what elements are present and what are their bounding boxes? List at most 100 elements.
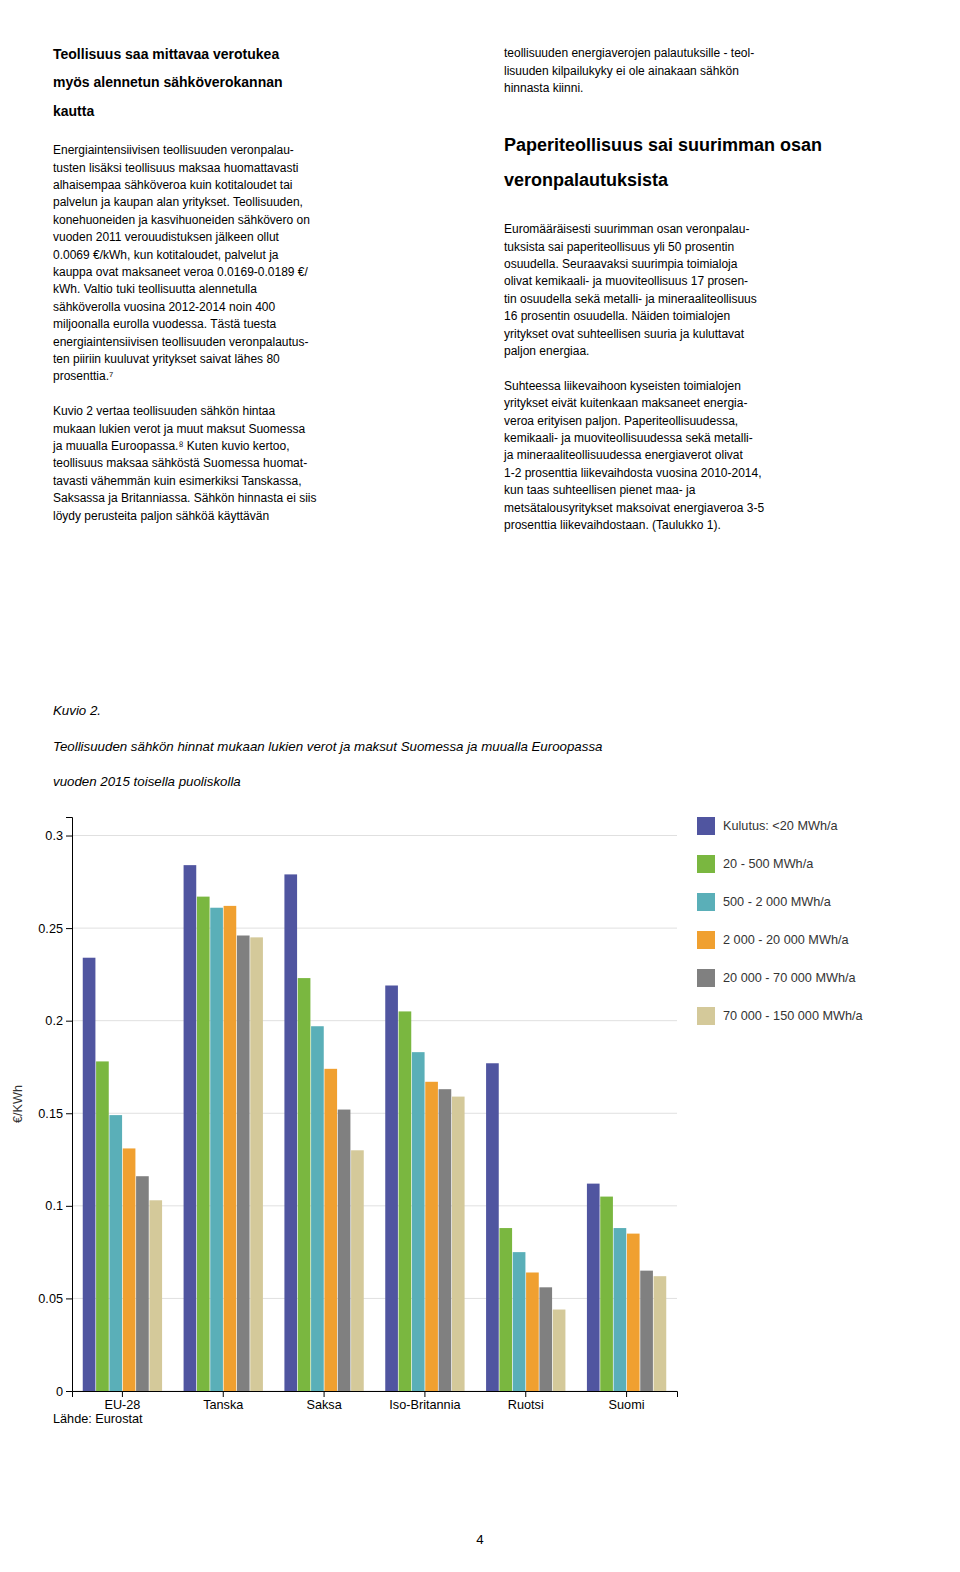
x-axis: EU-28TanskaSaksaIso-BritanniaRuotsiSuomi [73,1391,678,1412]
x-tick-label: Ruotsi [508,1398,544,1412]
article-heading: Paperiteollisuus sai suurimman osan veron… [504,135,822,190]
legend-item: 70 000 - 150 000 MWh/a [697,1007,864,1025]
article-paragraph: Suhteessa liikevaihoon kyseisten toimial… [503,379,764,532]
article-paragraph-line: sähköverolla vuosina 2012-2014 noin 400 [53,300,275,314]
bar [600,1197,613,1391]
article-paragraph-line: veroa erityisen paljon. Paperiteollisuud… [504,414,738,428]
bar [539,1287,552,1391]
article-paragraph-line: ja mineraaliteollisuudessa energiaverot … [503,448,743,462]
grid-line [72,1020,677,1021]
bar [96,1061,109,1391]
bar [425,1082,438,1391]
y-tick: 0 [56,1385,72,1399]
bar [439,1089,452,1391]
bar [250,937,263,1391]
y-tick-label: 0.05 [38,1292,63,1306]
article-paragraph-line: yritykset ovat suhteellisen suuria ja ku… [504,327,745,341]
grid-line [72,835,677,836]
bar [412,1052,425,1391]
x-tick: Suomi [609,1391,645,1412]
article-heading-line: kautta [53,103,94,119]
article-paragraph-line: Saksassa ja Britanniassa. Sähkön hinnast… [53,491,316,505]
article-heading-line: myös alennetun sähköverokannan [53,74,283,90]
legend-swatch [697,855,715,873]
article-paragraph-line: palvelun ja kaupan alan yritykset. Teoll… [53,195,303,209]
article-paragraph-line: tusten lisäksi teollisuus maksaa huomatt… [53,161,298,175]
legend-item: 500 - 2 000 MWh/a [697,893,832,911]
article-paragraph-line: tavasti vähemmän kuin esimerkiksi Tanska… [53,474,302,488]
article-paragraph-line: konehuoneiden ja kasvihuoneiden sähköver… [53,213,310,227]
bar [553,1310,566,1391]
bar [499,1228,512,1391]
y-tick: 0.25 [38,922,72,936]
y-axis-line [66,818,73,1392]
chart: 00.050.10.150.20.250.3EU-28TanskaSaksaIs… [11,817,864,1412]
y-tick-label: 0.3 [45,829,63,843]
chart-subtitle: Teollisuuden sähkön hinnat mukaan lukien… [53,739,602,754]
x-tick: EU-28 [104,1391,140,1412]
bar [311,1026,324,1391]
article-paragraph-line: 16 prosentin osuudella. Näiden toimialoj… [504,309,730,323]
bar [136,1176,149,1391]
article-paragraph-line: paljon energiaa. [504,344,589,358]
bar [123,1148,136,1391]
article-paragraph-line: teollisuus maksaa sähköstä Suomessa huom… [53,456,307,470]
article-paragraph-line: osuudella. Seuraavaksi suurimpia toimial… [504,257,738,271]
y-tick-mark [66,1206,72,1207]
article-paragraph-line: yritykset eivät kuitenkaan maksaneet ene… [504,396,747,410]
article-paragraph: Energiaintensiivisen teollisuuden veronp… [53,143,310,383]
article-heading: Teollisuus saa mittavaa verotukeamyös al… [53,46,283,119]
legend-item: 20 000 - 70 000 MWh/a [697,969,857,987]
article-paragraph-line: alhaisempaa sähköveroa kuin kotitaloudet… [53,178,292,192]
legend-label: 2 000 - 20 000 MWh/a [723,933,849,947]
legend-item: Kulutus: <20 MWh/a [697,817,839,835]
x-tick-mark [525,1391,526,1397]
page-number: 4 [476,1532,483,1547]
source: Lähde: Eurostat [53,1412,143,1426]
legend-swatch [697,1007,715,1025]
article-paragraph-line: tin osuudella sekä metalli- ja mineraali… [504,292,757,306]
article-paragraph: Kuvio 2 vertaa teollisuuden sähkön hinta… [52,404,316,522]
y-tick: 0.1 [45,1199,72,1213]
legend: Kulutus: <20 MWh/a 20 - 500 MWh/a 500 - 2 … [697,817,864,1025]
legend-item: 20 - 500 MWh/a [697,855,814,873]
bar [351,1150,364,1391]
bar [452,1097,465,1391]
bar [627,1234,640,1391]
article-heading-line: veronpalautuksista [504,170,669,190]
article-paragraph-line: kWh. Valtio tuki teollisuutta alennetull… [53,282,257,296]
y-tick: 0.05 [38,1292,72,1306]
article-paragraph-line: kun taas suhteellisen pienet maa- ja [504,483,696,497]
bar [654,1276,667,1391]
y-tick-mark [66,928,72,929]
x-tick-mark [626,1391,627,1397]
bar-series [96,897,613,1391]
article-paragraph-line: Energiaintensiivisen teollisuuden veronp… [53,143,294,157]
article-paragraph-line: olivat kemikaali- ja muoviteollisuus 17 … [504,274,748,288]
article-paragraph-line: mukaan lukien verot ja muut maksut Suome… [53,422,305,436]
article-heading-line: Paperiteollisuus sai suurimman osan [504,135,822,155]
x-tick-mark [424,1391,425,1397]
bar [587,1184,600,1391]
grid-line [72,1205,677,1206]
article-paragraph-line: tuksista sai paperiteollisuus yli 50 pro… [504,240,734,254]
article-paragraph-line: kemikaali- ja muoviteollisuudessa sekä m… [504,431,753,445]
y-tick-mark [66,1113,72,1114]
legend-label: 20 000 - 70 000 MWh/a [723,971,857,985]
article-paragraph-line: hinnasta kiinni. [504,81,583,95]
article-paragraph-line: 1-2 prosenttia liikevaihdosta vuosina 20… [504,466,762,480]
bar [109,1115,122,1391]
y-axis: 00.050.10.150.20.250.3 [38,818,72,1399]
bar [197,897,210,1391]
article-paragraph-line: ja muualla Euroopassa.⁸ Kuten kuvio kert… [52,439,290,453]
legend-label: 70 000 - 150 000 MWh/a [723,1009,864,1023]
article-paragraph-line: teollisuuden energiaverojen palautuksill… [504,46,754,60]
x-axis-line [73,1392,678,1398]
legend-item: 2 000 - 20 000 MWh/a [697,931,849,949]
article-paragraph-line: kauppa ovat maksaneet veroa 0.0169-0.018… [53,265,309,279]
bar-series [109,908,626,1391]
bar [184,865,197,1391]
x-tick: Tanska [203,1391,244,1412]
y-tick-mark [66,836,72,837]
bar [338,1110,351,1391]
